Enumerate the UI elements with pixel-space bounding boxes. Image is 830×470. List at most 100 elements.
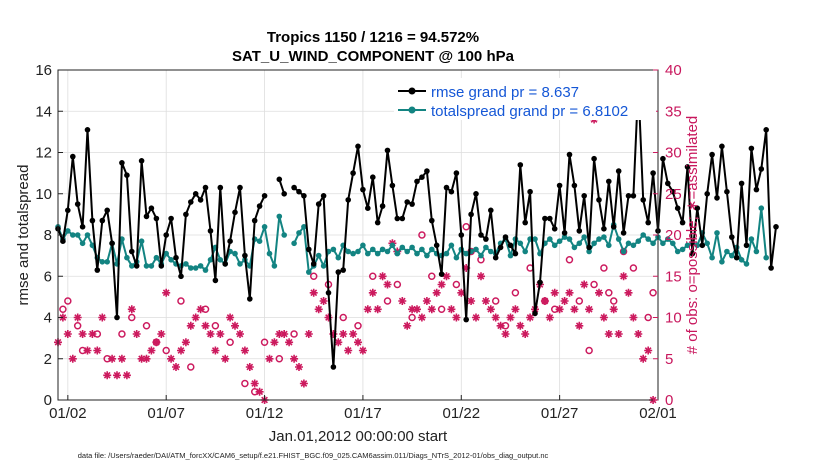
totalspread-point <box>409 244 415 251</box>
y-tick-label: 10 <box>35 186 52 203</box>
obs-assimilated-marker <box>73 313 82 322</box>
obs-assimilated-marker <box>152 338 161 347</box>
rmse-point <box>561 230 568 236</box>
totalspread-point <box>74 232 81 238</box>
y2-axis-ticks: 0 5 10 15 20 25 30 35 40 <box>653 62 682 409</box>
obs-assimilated-marker <box>299 379 308 388</box>
totalspread-point <box>748 236 755 242</box>
totalspread-point <box>266 250 273 257</box>
totalspread-point <box>163 250 169 257</box>
totalspread-point <box>443 250 450 257</box>
rmse-point <box>143 213 150 220</box>
obs-possible-marker <box>290 330 298 338</box>
rmse-point <box>630 193 637 199</box>
obs-possible-marker <box>452 280 461 289</box>
rmse-point <box>670 188 676 195</box>
rmse-point <box>497 244 504 251</box>
obs-possible-marker <box>118 330 126 338</box>
totalspread-point <box>724 248 730 255</box>
obs-possible-marker <box>408 313 416 322</box>
obs-possible-marker <box>609 297 618 305</box>
obs-assimilated-marker <box>206 330 215 338</box>
obs-assimilated-marker <box>609 305 618 314</box>
obs-possible-marker <box>354 322 362 330</box>
obs-possible-marker <box>393 280 402 289</box>
totalspread-point <box>291 240 297 247</box>
rmse-point <box>512 250 519 257</box>
totalspread-point <box>153 254 160 261</box>
obs-possible-marker <box>339 313 347 322</box>
totalspread-point <box>335 254 342 261</box>
totalspread-point <box>566 236 573 242</box>
rmse-point <box>79 224 86 230</box>
rmse-point <box>227 238 233 244</box>
obs-assimilated-marker <box>358 346 367 355</box>
obs-assimilated-marker <box>580 280 589 289</box>
y-tick-label: 0 <box>44 392 52 409</box>
obs-assimilated-marker <box>245 363 254 371</box>
obs-possible-marker <box>73 322 82 330</box>
rmse-point <box>247 296 253 302</box>
rmse-point <box>207 228 214 234</box>
rmse-point <box>689 250 696 257</box>
rmse-point <box>660 155 666 162</box>
obs-assimilated-marker <box>570 305 579 314</box>
rmse-point <box>389 182 396 189</box>
rmse-point <box>414 178 420 185</box>
obs-assimilated-marker <box>624 288 633 297</box>
obs-assimilated-marker <box>324 313 333 322</box>
obs-possible-marker <box>226 338 234 346</box>
obs-assimilated-marker <box>614 330 623 338</box>
totalspread-point <box>709 254 715 261</box>
totalspread-point <box>625 240 632 247</box>
obs-assimilated-marker <box>467 297 476 305</box>
totalspread-point <box>581 234 587 240</box>
x-axis-ticks: 01/02 01/07 01/12 01/17 01/22 01/27 02/01 <box>49 395 677 422</box>
rmse-point <box>748 145 755 152</box>
totalspread-point <box>665 236 671 242</box>
totalspread-point <box>571 244 578 251</box>
totalspread-point <box>556 238 563 244</box>
obs-assimilated-marker <box>290 354 299 363</box>
obs-assimilated-marker <box>113 371 121 380</box>
rmse-point <box>684 164 691 170</box>
rmse-point <box>340 267 347 273</box>
totalspread-point <box>753 248 760 255</box>
totalspread-point <box>70 232 76 238</box>
totalspread-point <box>488 248 494 255</box>
rmse-point <box>281 191 288 197</box>
rmse-point <box>384 147 391 154</box>
rmse-point <box>335 269 342 275</box>
totalspread-point <box>394 250 401 257</box>
totalspread-point <box>743 261 750 267</box>
obs-possible-marker <box>511 289 520 297</box>
obs-assimilated-marker <box>304 330 313 338</box>
rmse-point <box>360 186 366 193</box>
rmse-point <box>645 219 651 226</box>
obs-assimilated-marker <box>280 330 289 338</box>
obs-assimilated-marker <box>127 305 136 314</box>
totalspread-point <box>138 238 145 244</box>
rmse-point <box>610 224 617 230</box>
rmse-point <box>433 242 440 249</box>
rmse-point <box>355 143 361 150</box>
obs-possible-marker <box>491 297 500 305</box>
totalspread-point <box>738 257 745 263</box>
rmse-point <box>261 193 268 199</box>
rmse-point <box>650 170 656 176</box>
rmse-point <box>424 168 430 174</box>
obs-assimilated-marker <box>78 330 87 338</box>
totalspread-point <box>424 252 430 259</box>
totalspread-point <box>586 248 592 255</box>
legend-spread-label: totalspread grand pr = 6.8102 <box>431 103 628 120</box>
obs-assimilated-marker <box>354 338 362 347</box>
obs-possible-marker <box>275 355 284 363</box>
rmse-point <box>65 207 71 214</box>
obs-assimilated-marker <box>447 305 456 314</box>
obs-assimilated-marker <box>63 330 72 338</box>
totalspread-point <box>65 228 71 234</box>
totalspread-point <box>606 242 612 249</box>
y-tick-label: 2 <box>44 351 52 368</box>
obs-assimilated-marker <box>511 305 520 314</box>
legend: rmse grand pr = 8.637 totalspread grand … <box>394 78 656 120</box>
